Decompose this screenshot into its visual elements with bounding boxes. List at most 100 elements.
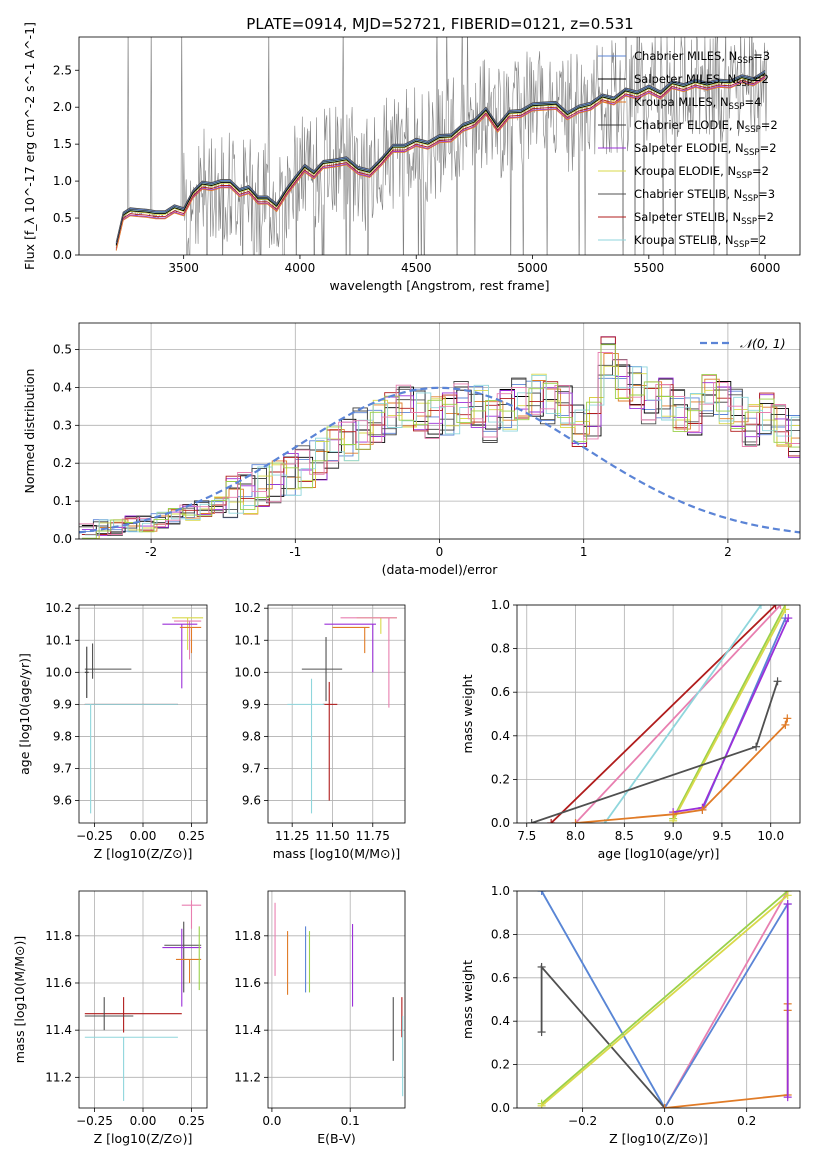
y-tick-label: 1.0 <box>491 884 510 898</box>
y-axis-label: mass [log10(M/M⊙)] <box>12 936 27 1064</box>
model-kroupa-stelib <box>115 72 766 245</box>
y-tick-label: 9.8 <box>53 729 72 743</box>
residual-histogram-series <box>79 365 800 535</box>
y-tick-label: 0.2 <box>491 1058 510 1072</box>
error-cross <box>162 623 198 689</box>
y-tick-label: 0.3 <box>53 418 72 432</box>
y-axis-label: Normed distribution <box>22 369 37 494</box>
y-tick-label: 11.4 <box>45 1023 72 1037</box>
legend-label: Salpeter STELIB, NSSP=2 <box>634 210 774 227</box>
mass-vs-EBV-panel: 0.0 0.1 11.2 11.4 11.6 11.8 E(B-V) <box>234 890 406 1146</box>
y-tick-label: 0.4 <box>491 729 510 743</box>
y-tick-label: 10.2 <box>45 601 72 615</box>
residual-histogram-series <box>84 366 800 536</box>
plus-marker <box>537 891 546 895</box>
x-tick-label: 0.2 <box>737 1114 756 1128</box>
error-cross <box>324 623 376 673</box>
error-cross <box>162 928 202 1007</box>
plus-marker <box>698 805 707 814</box>
residual-histogram-series <box>84 365 800 539</box>
y-tick-label: 1.5 <box>53 137 72 151</box>
model-kroupa-elodie <box>115 73 766 247</box>
error-cross <box>172 617 204 650</box>
y-tick-label: 0.0 <box>491 816 510 830</box>
error-cross <box>84 646 89 698</box>
residual-histogram-series <box>84 352 800 539</box>
x-tick-label: 0.0 <box>655 1114 674 1128</box>
y-tick-label: 11.6 <box>45 976 72 990</box>
model-chabrier-stelib <box>115 69 766 243</box>
error-cross <box>164 921 202 993</box>
plus-marker <box>783 714 792 723</box>
plus-marker <box>537 1028 546 1037</box>
mass-weight-line <box>574 605 782 823</box>
y-tick-label: 0.4 <box>53 380 72 394</box>
normal-distribution-curve <box>79 386 800 534</box>
y-tick-label: 11.8 <box>45 929 72 943</box>
error-cross <box>84 997 182 1033</box>
plus-marker <box>781 720 790 729</box>
age-vs-mass-plot-area <box>287 617 397 814</box>
x-axis-label: age [log10(age/yr)] <box>598 846 720 861</box>
error-cross <box>179 626 202 654</box>
plus-marker <box>781 605 790 614</box>
axes-frame <box>78 322 801 540</box>
plus-marker <box>660 1104 669 1108</box>
y-tick-label: 1.0 <box>53 174 72 188</box>
residual-histogram-plot-area <box>79 336 800 539</box>
residual-histogram-series <box>81 344 800 539</box>
y-tick-label: 9.8 <box>242 729 261 743</box>
plus-marker <box>783 891 792 900</box>
x-tick-label: −0.25 <box>76 829 113 843</box>
x-tick-label: 0.00 <box>130 1114 157 1128</box>
plus-marker <box>547 819 556 823</box>
y-tick-label: 11.4 <box>234 1023 261 1037</box>
legend-label: Kroupa MILES, NSSP=4 <box>634 95 761 112</box>
mass-weight-line <box>540 891 666 1108</box>
error-cross <box>84 643 132 679</box>
error-cross <box>84 703 178 814</box>
y-axis-label: age [log10(age/yr)] <box>17 653 32 775</box>
y-tick-label: 2.5 <box>53 63 72 77</box>
plus-marker <box>752 742 761 751</box>
legend-label: Chabrier STELIB, NSSP=3 <box>634 187 775 204</box>
y-tick-label: 10.0 <box>234 665 261 679</box>
legend-label: 𝒩(0, 1) <box>740 336 786 351</box>
plus-marker <box>783 900 792 909</box>
y-tick-label: 0.2 <box>491 772 510 786</box>
plus-marker <box>571 819 580 823</box>
x-axis-label: Z [log10(Z/Z⊙)] <box>94 846 193 861</box>
y-tick-label: 9.7 <box>242 762 261 776</box>
residual-histogram-series <box>81 343 800 535</box>
mass-weight-line <box>604 605 762 823</box>
plus-marker <box>527 819 536 823</box>
legend-label: Salpeter MILES, NSSP=2 <box>634 72 769 89</box>
y-axis-label: mass weight <box>460 960 475 1039</box>
x-tick-label: −0.25 <box>76 1114 113 1128</box>
error-cross <box>332 626 370 654</box>
x-tick-label: 11.75 <box>356 829 390 843</box>
legend-label: Kroupa ELODIE, NSSP=2 <box>634 164 769 181</box>
spectrum-plot-area <box>115 37 768 255</box>
mass-weight-vs-Z-plot-area <box>537 891 792 1108</box>
plus-marker <box>537 1101 546 1108</box>
mass-weight-vs-age-plot-area <box>527 605 793 823</box>
error-cross <box>84 1036 178 1101</box>
residual-histogram-series <box>79 352 800 535</box>
y-tick-label: 9.6 <box>242 794 261 808</box>
x-tick-label: 1 <box>580 545 588 559</box>
mass-weight-line <box>575 718 789 823</box>
x-axis-label: E(B-V) <box>317 1131 356 1146</box>
plus-marker <box>669 810 678 819</box>
y-tick-label: 10.1 <box>234 633 261 647</box>
y-tick-label: 0.2 <box>53 456 72 470</box>
y-tick-label: 10.1 <box>45 633 72 647</box>
mass-weight-line <box>663 903 789 1108</box>
histogram-legend: 𝒩(0, 1) <box>700 336 786 351</box>
mass-weight-vs-Z-panel: −0.2 0.0 0.2 0.0 0.2 0.4 0.6 0.8 1.0 Z [log10(Z/Z… <box>460 884 801 1146</box>
y-tick-label: 2.0 <box>53 100 72 114</box>
x-axis-label: Z [log10(Z/Z⊙)] <box>609 1131 708 1146</box>
plus-marker <box>773 677 782 686</box>
mass-weight-vs-age-panel: 7.5 8.0 8.5 9.0 9.5 10.0 0.0 0.2 0.4 0.6 0.8 1.0 age… <box>460 598 801 861</box>
